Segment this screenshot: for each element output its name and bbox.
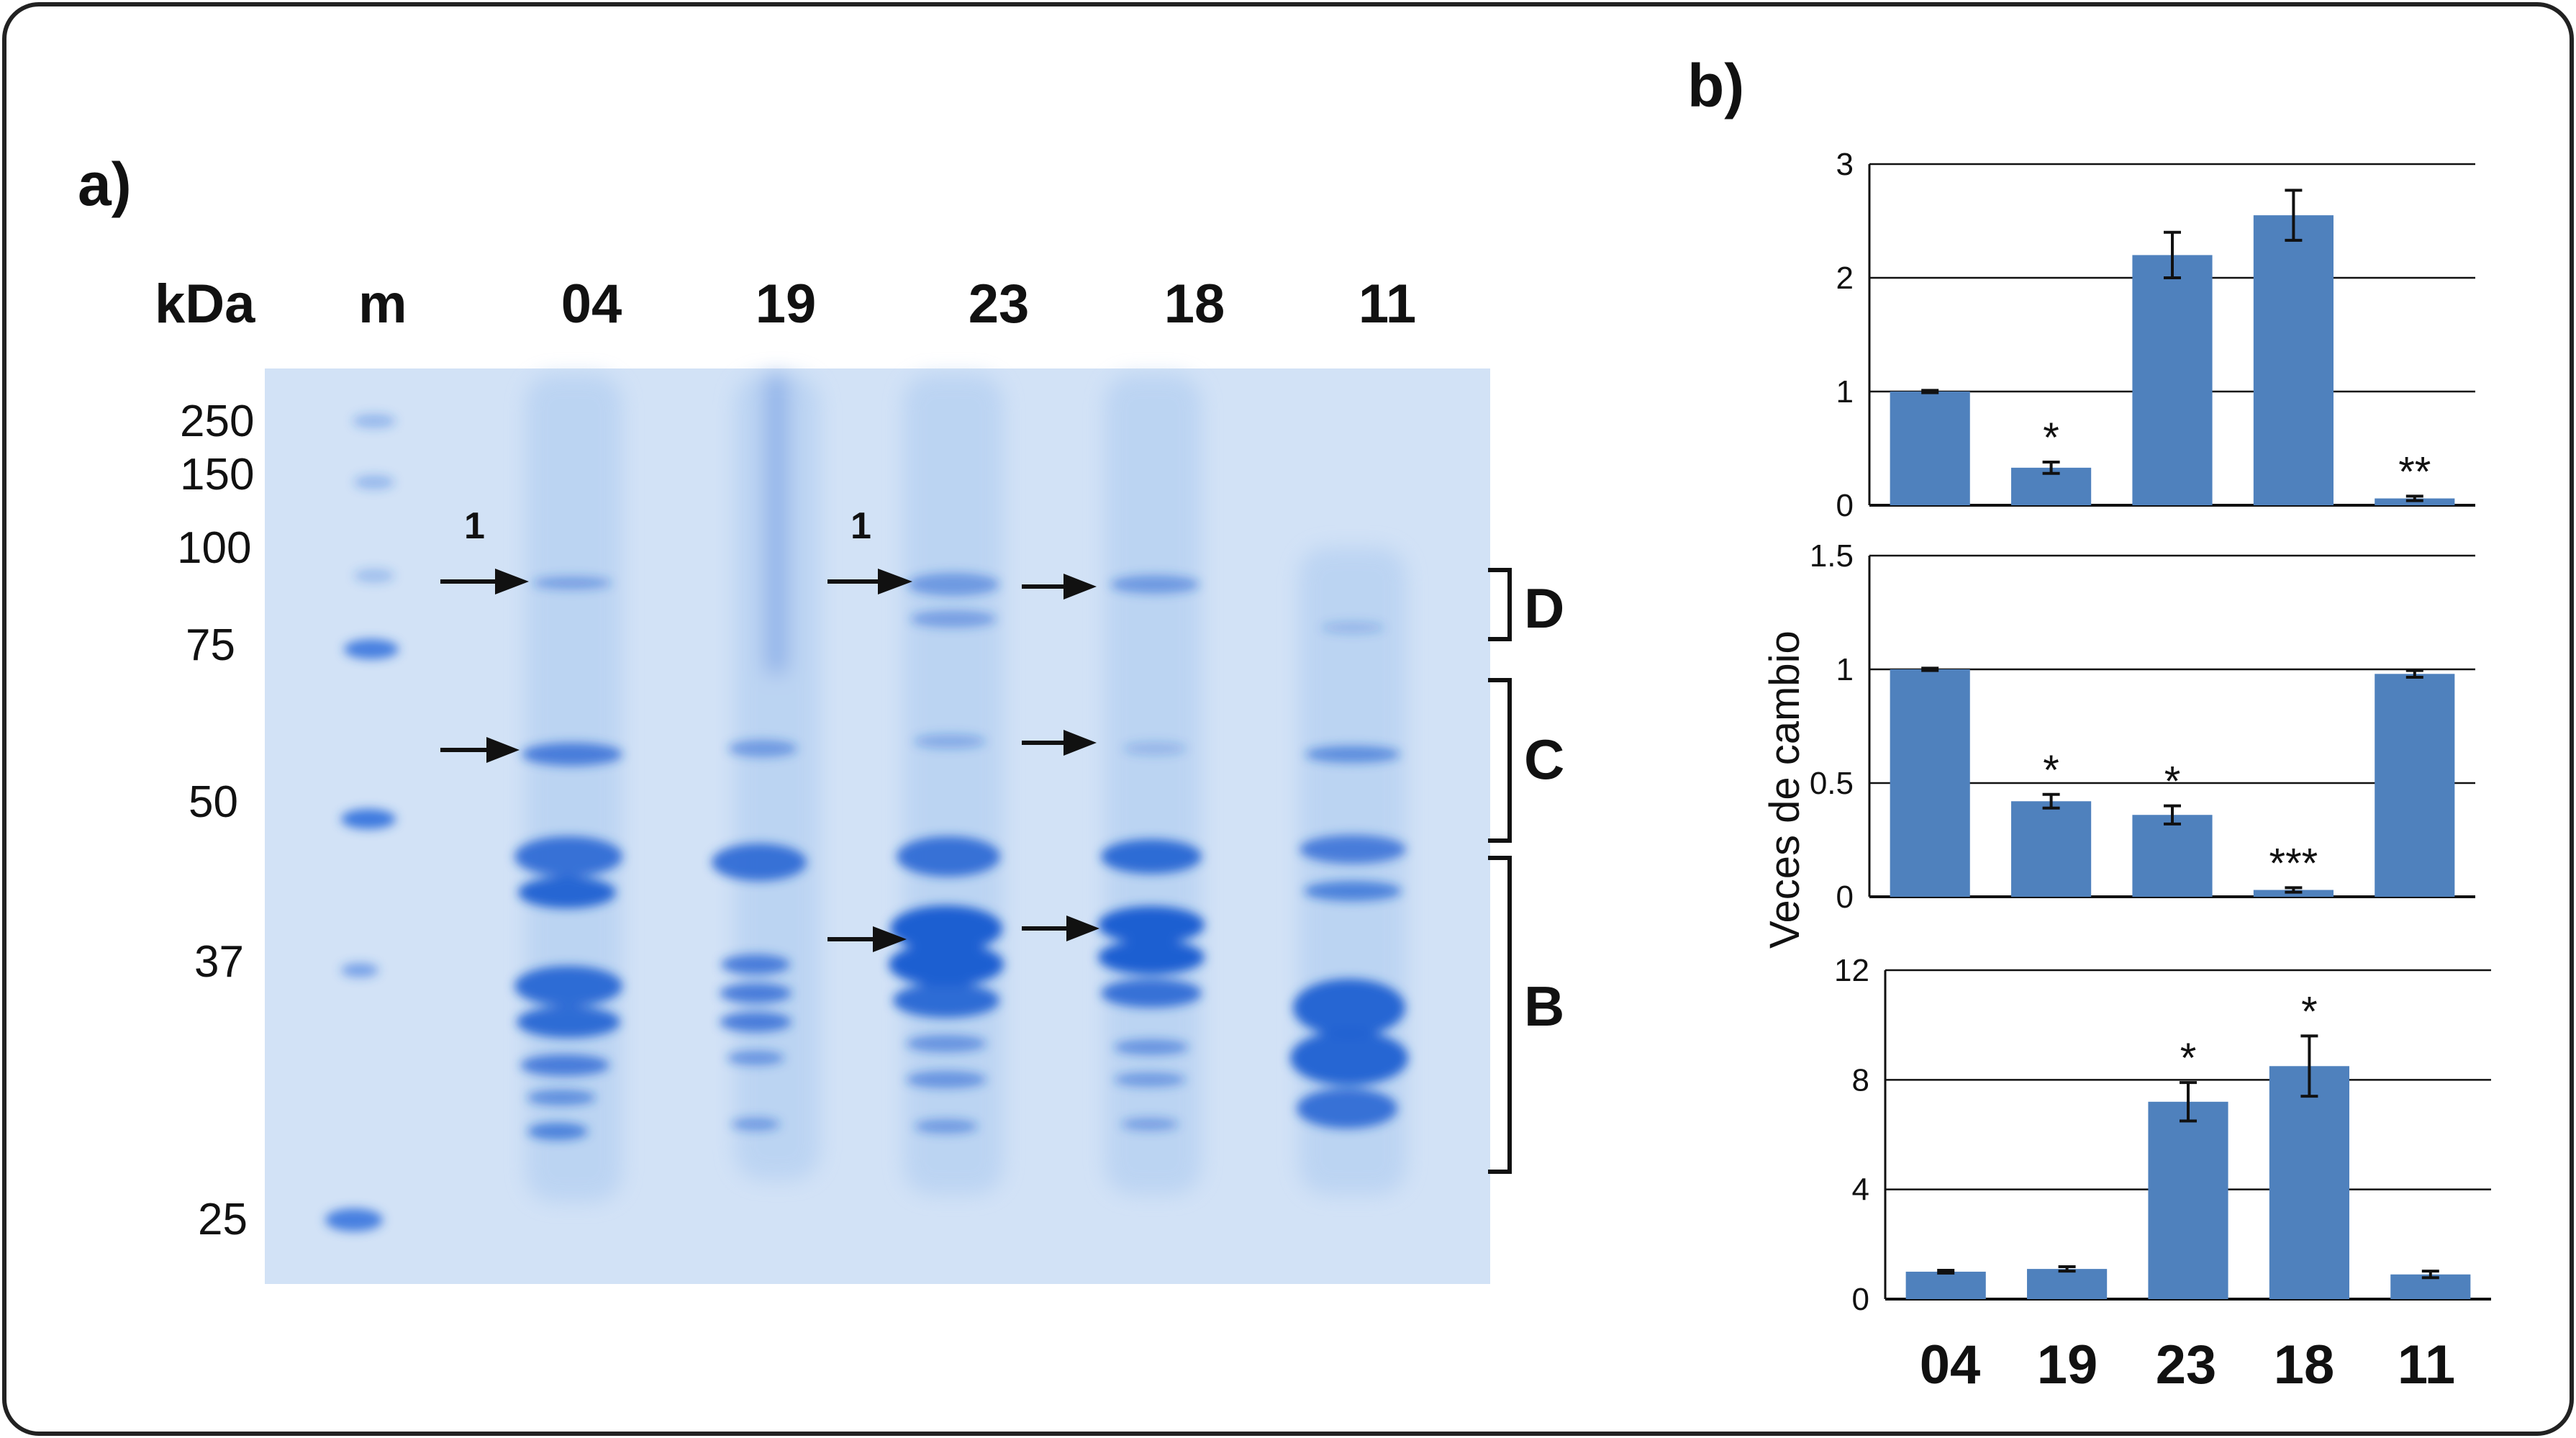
- arrow-number-1a: 1: [464, 505, 485, 547]
- sample-bands: [514, 573, 1408, 1140]
- arrow-icon: [1022, 574, 1097, 600]
- chart-bottom: 0 4 8 12 * *: [1834, 953, 2491, 1317]
- arrow-number-1b: 1: [851, 505, 871, 547]
- gel-background: [265, 368, 1490, 1284]
- significance-marker: ***: [2269, 840, 2318, 887]
- brackets: [1488, 568, 1512, 1174]
- y-tick-label: 1: [1836, 652, 1854, 687]
- x-tick-11: 11: [2398, 1334, 2455, 1396]
- bar-23: [2132, 815, 2213, 897]
- x-tick-23: 23: [2156, 1334, 2217, 1396]
- significance-marker: *: [2043, 747, 2059, 794]
- significance-marker: *: [2164, 759, 2181, 805]
- lane-label-11: 11: [1359, 273, 1416, 335]
- significance-marker: *: [2301, 988, 2318, 1035]
- bar-23: [2148, 1101, 2228, 1299]
- bar-19: [2011, 801, 2092, 897]
- chart-middle: 00.511.5* ****: [1810, 538, 2475, 915]
- mw-37: 37: [194, 937, 244, 987]
- bar-04: [1905, 1271, 1986, 1299]
- y-tick-label: 0.5: [1810, 766, 1854, 801]
- arrow-icon: [1022, 915, 1099, 941]
- x-tick-18: 18: [2274, 1334, 2335, 1396]
- lane-label-19: 19: [756, 273, 817, 335]
- arrow-icon: [827, 926, 907, 952]
- significance-marker: *: [2043, 415, 2059, 461]
- lane-label-04: 04: [561, 273, 622, 335]
- y-tick-label: 1: [1836, 374, 1854, 410]
- bracket-b: [1488, 856, 1512, 1174]
- panel-b-label: b): [1687, 52, 1744, 119]
- arrow-icon: [440, 569, 529, 594]
- kda-label: kDa: [155, 273, 255, 335]
- bar-19: [2027, 1269, 2108, 1299]
- y-tick-label: 1.5: [1810, 538, 1854, 574]
- significance-marker: *: [2180, 1035, 2197, 1082]
- y-tick-label: 12: [1834, 953, 1869, 988]
- mw-marker-labels: 250 150 100 75 50 37 25: [177, 397, 254, 1244]
- arrow-icon: [440, 737, 520, 763]
- lane-label-23: 23: [969, 273, 1030, 335]
- bracket-label-c: C: [1524, 728, 1564, 791]
- x-tick-04: 04: [1920, 1334, 1981, 1396]
- mw-75: 75: [186, 620, 235, 670]
- mw-150: 150: [180, 450, 254, 499]
- band-arrows: [440, 569, 1099, 952]
- gel-image: [265, 368, 1490, 1284]
- x-tick-19: 19: [2037, 1334, 2098, 1396]
- bracket-c: [1488, 678, 1512, 843]
- mw-100: 100: [177, 523, 251, 573]
- marker-lane-label: m: [358, 273, 407, 335]
- bar-18: [2253, 215, 2334, 505]
- bar-23: [2132, 255, 2213, 505]
- marker-bands: [325, 414, 399, 1231]
- mw-250: 250: [180, 397, 254, 446]
- y-tick-label: 4: [1852, 1172, 1869, 1208]
- bracket-label-d: D: [1524, 576, 1564, 640]
- bar-04: [1890, 392, 1970, 505]
- bar-04: [1890, 669, 1970, 897]
- mw-50: 50: [189, 777, 238, 827]
- y-tick-label: 2: [1836, 261, 1854, 296]
- mw-25: 25: [198, 1195, 248, 1244]
- arrow-icon: [827, 569, 912, 594]
- bracket-label-b: B: [1524, 975, 1564, 1038]
- y-tick-label: 0: [1836, 879, 1854, 915]
- panel-a-label: a): [78, 150, 132, 218]
- y-tick-label: 3: [1836, 147, 1854, 182]
- bar-11: [2375, 674, 2455, 897]
- y-axis-title: Veces de cambio: [1761, 630, 1808, 949]
- x-axis-labels: 04 19 23 18 11: [1920, 1334, 2455, 1396]
- bracket-d: [1488, 568, 1512, 641]
- arrow-icon: [1022, 730, 1097, 756]
- lane-label-18: 18: [1164, 273, 1225, 335]
- significance-marker: **: [2398, 448, 2431, 495]
- lane-labels: 04 19 23 18 11: [561, 273, 1416, 335]
- y-tick-label: 0: [1836, 488, 1854, 523]
- bar-18: [2269, 1066, 2349, 1299]
- y-tick-label: 8: [1852, 1062, 1869, 1098]
- y-tick-label: 0: [1852, 1282, 1869, 1317]
